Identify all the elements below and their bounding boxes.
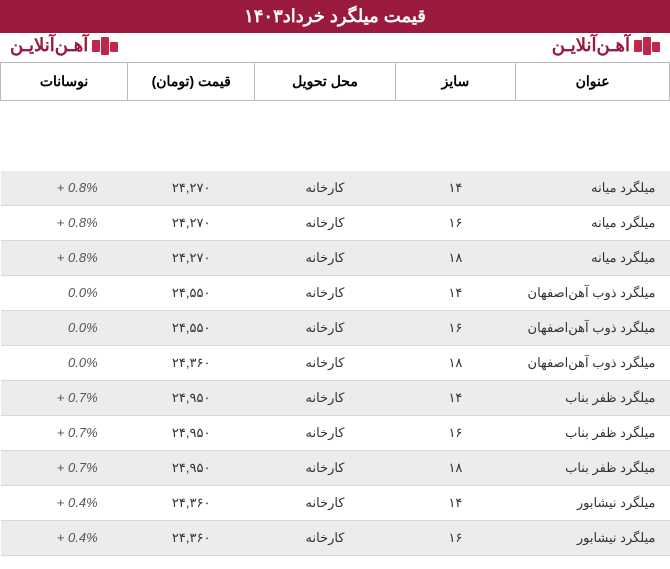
col-title: عنوان	[516, 63, 670, 101]
brand-logo-icon	[634, 37, 660, 55]
cell-delivery: کارخانه	[255, 380, 395, 415]
brand-text-right: آهـن‌آنلایـن	[552, 35, 630, 56]
cell-size: ۱۴	[395, 485, 515, 520]
cell-size: ۱۴	[395, 275, 515, 310]
col-price: قیمت (تومان)	[128, 63, 255, 101]
table-row: میلگرد میانه۱۴کارخانه۲۴,۲۷۰+ 0.8%	[1, 171, 670, 206]
col-delivery: محل تحویل	[255, 63, 395, 101]
cell-size: ۱۸	[395, 240, 515, 275]
page-title: قیمت میلگرد خرداد۱۴۰۳	[244, 6, 426, 26]
table-body: میلگرد میانه۱۴کارخانه۲۴,۲۷۰+ 0.8%میلگرد …	[1, 101, 670, 556]
brand-row: آهـن‌آنلایـن آهـن‌آنلایـن	[0, 33, 670, 62]
cell-delivery: کارخانه	[255, 415, 395, 450]
cell-fluct: 0.0%	[1, 275, 128, 310]
cell-delivery: کارخانه	[255, 171, 395, 206]
cell-delivery: کارخانه	[255, 345, 395, 380]
table-row: میلگرد میانه۱۶کارخانه۲۴,۲۷۰+ 0.8%	[1, 205, 670, 240]
cell-price: ۲۴,۹۵۰	[128, 380, 255, 415]
cell-fluct: 0.0%	[1, 310, 128, 345]
brand-left: آهـن‌آنلایـن	[10, 35, 118, 56]
cell-fluct: + 0.8%	[1, 205, 128, 240]
table-row: میلگرد ذوب آهن‌اصفهان۱۴کارخانه۲۴,۵۵۰0.0%	[1, 275, 670, 310]
cell-size: ۱۸	[395, 450, 515, 485]
cell-price: ۲۴,۵۵۰	[128, 310, 255, 345]
cell-price: ۲۴,۹۵۰	[128, 415, 255, 450]
cell-fluct: + 0.8%	[1, 171, 128, 206]
cell-title: میلگرد میانه	[516, 240, 670, 275]
cell-price: ۲۴,۲۷۰	[128, 240, 255, 275]
cell-fluct: 0.0%	[1, 345, 128, 380]
cell-delivery: کارخانه	[255, 310, 395, 345]
cell-size: ۱۶	[395, 520, 515, 555]
brand-text-left: آهـن‌آنلایـن	[10, 35, 88, 56]
cell-title: میلگرد نیشابور	[516, 485, 670, 520]
cell-delivery: کارخانه	[255, 275, 395, 310]
cell-title: میلگرد ظفر بناب	[516, 450, 670, 485]
cell-delivery: کارخانه	[255, 485, 395, 520]
cell-size: ۱۶	[395, 205, 515, 240]
cell-size: ۱۸	[395, 345, 515, 380]
table-row: میلگرد نیشابور۱۴کارخانه۲۴,۳۶۰+ 0.4%	[1, 485, 670, 520]
cell-fluct: + 0.7%	[1, 450, 128, 485]
table-row: میلگرد میانه۱۸کارخانه۲۴,۲۷۰+ 0.8%	[1, 240, 670, 275]
table-row: میلگرد ظفر بناب۱۶کارخانه۲۴,۹۵۰+ 0.7%	[1, 415, 670, 450]
cell-fluct: + 0.8%	[1, 240, 128, 275]
table-row: میلگرد ظفر بناب۱۴کارخانه۲۴,۹۵۰+ 0.7%	[1, 380, 670, 415]
cell-title: میلگرد نیشابور	[516, 520, 670, 555]
cell-delivery: کارخانه	[255, 240, 395, 275]
page-title-bar: قیمت میلگرد خرداد۱۴۰۳	[0, 0, 670, 33]
cell-price: ۲۴,۳۶۰	[128, 485, 255, 520]
gap-row	[1, 101, 670, 171]
cell-delivery: کارخانه	[255, 520, 395, 555]
price-table: عنوان سایز محل تحویل قیمت (تومان) نوسانا…	[0, 62, 670, 556]
cell-title: میلگرد میانه	[516, 205, 670, 240]
table-row: میلگرد ذوب آهن‌اصفهان۱۸کارخانه۲۴,۳۶۰0.0%	[1, 345, 670, 380]
cell-title: میلگرد ظفر بناب	[516, 415, 670, 450]
cell-fluct: + 0.7%	[1, 380, 128, 415]
cell-title: میلگرد ذوب آهن‌اصفهان	[516, 310, 670, 345]
cell-price: ۲۴,۹۵۰	[128, 450, 255, 485]
cell-delivery: کارخانه	[255, 450, 395, 485]
table-row: میلگرد ظفر بناب۱۸کارخانه۲۴,۹۵۰+ 0.7%	[1, 450, 670, 485]
cell-size: ۱۶	[395, 310, 515, 345]
cell-size: ۱۴	[395, 380, 515, 415]
cell-size: ۱۶	[395, 415, 515, 450]
cell-fluct: + 0.7%	[1, 415, 128, 450]
cell-price: ۲۴,۳۶۰	[128, 345, 255, 380]
col-size: سایز	[395, 63, 515, 101]
cell-price: ۲۴,۲۷۰	[128, 171, 255, 206]
cell-fluct: + 0.4%	[1, 485, 128, 520]
cell-title: میلگرد میانه	[516, 171, 670, 206]
cell-price: ۲۴,۲۷۰	[128, 205, 255, 240]
table-head: عنوان سایز محل تحویل قیمت (تومان) نوسانا…	[1, 63, 670, 101]
table-row: میلگرد ذوب آهن‌اصفهان۱۶کارخانه۲۴,۵۵۰0.0%	[1, 310, 670, 345]
brand-right: آهـن‌آنلایـن	[552, 35, 660, 56]
cell-title: میلگرد ذوب آهن‌اصفهان	[516, 345, 670, 380]
cell-delivery: کارخانه	[255, 205, 395, 240]
cell-price: ۲۴,۳۶۰	[128, 520, 255, 555]
brand-logo-icon	[92, 37, 118, 55]
col-fluct: نوسانات	[1, 63, 128, 101]
cell-price: ۲۴,۵۵۰	[128, 275, 255, 310]
cell-fluct: + 0.4%	[1, 520, 128, 555]
cell-title: میلگرد ذوب آهن‌اصفهان	[516, 275, 670, 310]
cell-size: ۱۴	[395, 171, 515, 206]
cell-title: میلگرد ظفر بناب	[516, 380, 670, 415]
table-row: میلگرد نیشابور۱۶کارخانه۲۴,۳۶۰+ 0.4%	[1, 520, 670, 555]
